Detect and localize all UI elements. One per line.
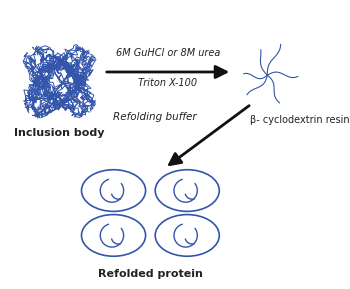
Text: Inclusion body: Inclusion body [14,128,104,138]
Text: Refolding buffer: Refolding buffer [113,112,197,122]
Text: 6M GuHCl or 8M urea: 6M GuHCl or 8M urea [116,48,220,58]
Text: Triton X-100: Triton X-100 [139,78,198,88]
Text: Refolded protein: Refolded protein [98,269,203,279]
Text: β- cyclodextrin resin: β- cyclodextrin resin [250,115,349,125]
